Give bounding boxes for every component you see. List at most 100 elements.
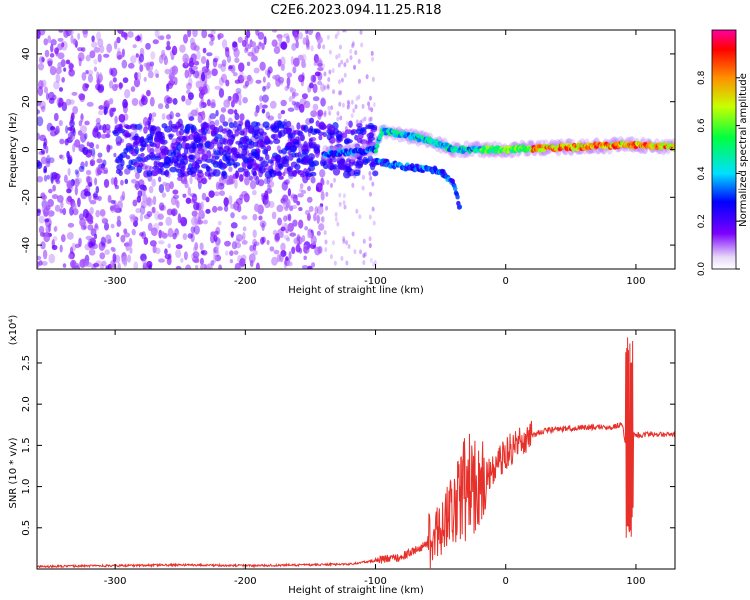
spectrogram-cell xyxy=(361,103,365,109)
spectrogram-cell xyxy=(43,38,49,46)
spectrogram-cell xyxy=(207,265,211,269)
spectrogram-cell xyxy=(37,109,41,115)
spectrogram-cell xyxy=(373,260,377,266)
spectrogram-cell xyxy=(148,152,156,159)
spectrogram-cell xyxy=(121,59,128,69)
colorbar-tick-label: 0.6 xyxy=(697,118,707,133)
spectrogram-cell xyxy=(222,149,227,156)
spectrogram-cell xyxy=(291,246,296,255)
spectrogram-cell xyxy=(83,191,91,197)
spectrogram-cell xyxy=(358,214,362,220)
spectrogram-cell xyxy=(93,66,98,72)
spectrogram-cell xyxy=(175,168,183,174)
spectrogram-cell xyxy=(140,95,148,106)
spectrogram-cell xyxy=(325,191,329,197)
spectrogram-cell xyxy=(262,148,268,155)
spectrogram-cell xyxy=(301,264,309,269)
spectrogram-cell xyxy=(249,180,257,190)
spectrogram-cell xyxy=(157,35,165,40)
spectrogram-cell xyxy=(235,87,242,94)
spectrogram-cell xyxy=(43,232,51,243)
spectrogram-cell xyxy=(46,122,53,132)
spectrogram-cell xyxy=(67,195,73,203)
spectrogram-cell xyxy=(114,83,120,88)
spectrogram-cell xyxy=(48,157,55,164)
spectrogram-cell xyxy=(182,193,187,198)
spectrogram-cell xyxy=(66,180,74,189)
spectrogram-cell xyxy=(52,184,56,192)
spectrogram-cell xyxy=(175,265,182,269)
spectrogram-cell xyxy=(261,108,266,114)
spectrogram-cell xyxy=(195,69,199,80)
spectrogram-cell xyxy=(232,72,238,77)
spectrogram-cell xyxy=(161,49,166,57)
spectrogram-cell xyxy=(371,181,375,187)
spectrogram-cell xyxy=(455,194,460,200)
spectrogram-cell xyxy=(192,70,200,79)
spectrogram-cell xyxy=(286,127,292,135)
spectrogram-cell xyxy=(350,99,354,105)
spectrogram-cell xyxy=(120,159,125,167)
spectrogram-cell xyxy=(297,130,303,137)
spectrogram-cell xyxy=(249,259,254,268)
spectrogram-cell xyxy=(132,139,139,148)
spectrogram-cell xyxy=(58,120,63,127)
spectrogram-cell xyxy=(304,209,311,216)
spectrogram-cell xyxy=(189,37,195,46)
spectrogram-cell xyxy=(198,209,205,220)
spectrogram-cell xyxy=(94,222,98,230)
spectrogram-cell xyxy=(123,232,131,238)
spectrogram-cell xyxy=(325,205,329,211)
spectrogram-cell xyxy=(343,204,347,210)
spectrogram-cell xyxy=(189,176,193,185)
spectrogram-cell xyxy=(40,105,46,113)
spectrogram-cell xyxy=(271,211,277,220)
spectrogram-cell xyxy=(252,229,257,238)
spectrogram-cell xyxy=(93,191,99,200)
spectrogram-cell xyxy=(41,260,48,266)
spectrogram-cell xyxy=(241,240,248,245)
spectrogram-cell xyxy=(59,208,64,214)
spectrogram-cell xyxy=(97,83,105,92)
spectrogram-xtick-label: 100 xyxy=(626,276,645,287)
spectrogram-cell xyxy=(368,170,372,176)
spectrogram-cell xyxy=(114,115,118,125)
spectrogram-cell xyxy=(305,30,309,35)
spectrogram-cell xyxy=(200,201,204,211)
spectrogram-cell xyxy=(241,39,247,48)
spectrogram-cell xyxy=(158,202,165,211)
spectrogram-cell xyxy=(157,176,162,183)
spectrogram-cell xyxy=(187,69,192,78)
spectrogram-cell xyxy=(337,53,341,59)
spectrogram-cell xyxy=(255,129,260,134)
spectrogram-cell xyxy=(317,80,323,86)
spectrogram-cell xyxy=(175,197,179,207)
spectrogram-cell xyxy=(223,197,229,207)
spectrogram-cell xyxy=(147,222,153,232)
spectrogram-cell xyxy=(280,99,287,107)
spectrogram-cell xyxy=(235,198,243,206)
spectrogram-cell xyxy=(246,156,255,163)
spectrogram-cell xyxy=(302,37,307,46)
spectrogram-cell xyxy=(135,53,139,58)
spectrogram-cell xyxy=(298,32,303,40)
spectrogram-cell xyxy=(149,61,155,67)
spectrogram-cell xyxy=(217,182,225,190)
spectrogram-cell xyxy=(238,173,244,182)
spectrogram-cell xyxy=(40,156,47,165)
spectrogram-cell xyxy=(200,71,206,82)
spectrogram-cell xyxy=(113,204,120,213)
spectrogram-cell xyxy=(67,30,74,36)
spectrogram-cell xyxy=(143,214,151,220)
spectrogram-cell xyxy=(359,30,363,35)
spectrogram-cell xyxy=(105,234,112,245)
spectrogram-cell xyxy=(237,167,245,173)
snr-panel: -300 -200 -100 0 100 0.5 1.0 1.5 2.0 2.5 Height o… xyxy=(8,315,676,596)
spectrogram-cell xyxy=(47,35,52,44)
spectrogram-cell xyxy=(228,95,232,102)
spectrogram-cell xyxy=(99,45,105,54)
spectrogram-cell xyxy=(142,262,148,269)
spectrogram-cell xyxy=(49,53,55,58)
spectrogram-cell xyxy=(315,186,320,192)
spectrogram-cell xyxy=(38,215,45,224)
